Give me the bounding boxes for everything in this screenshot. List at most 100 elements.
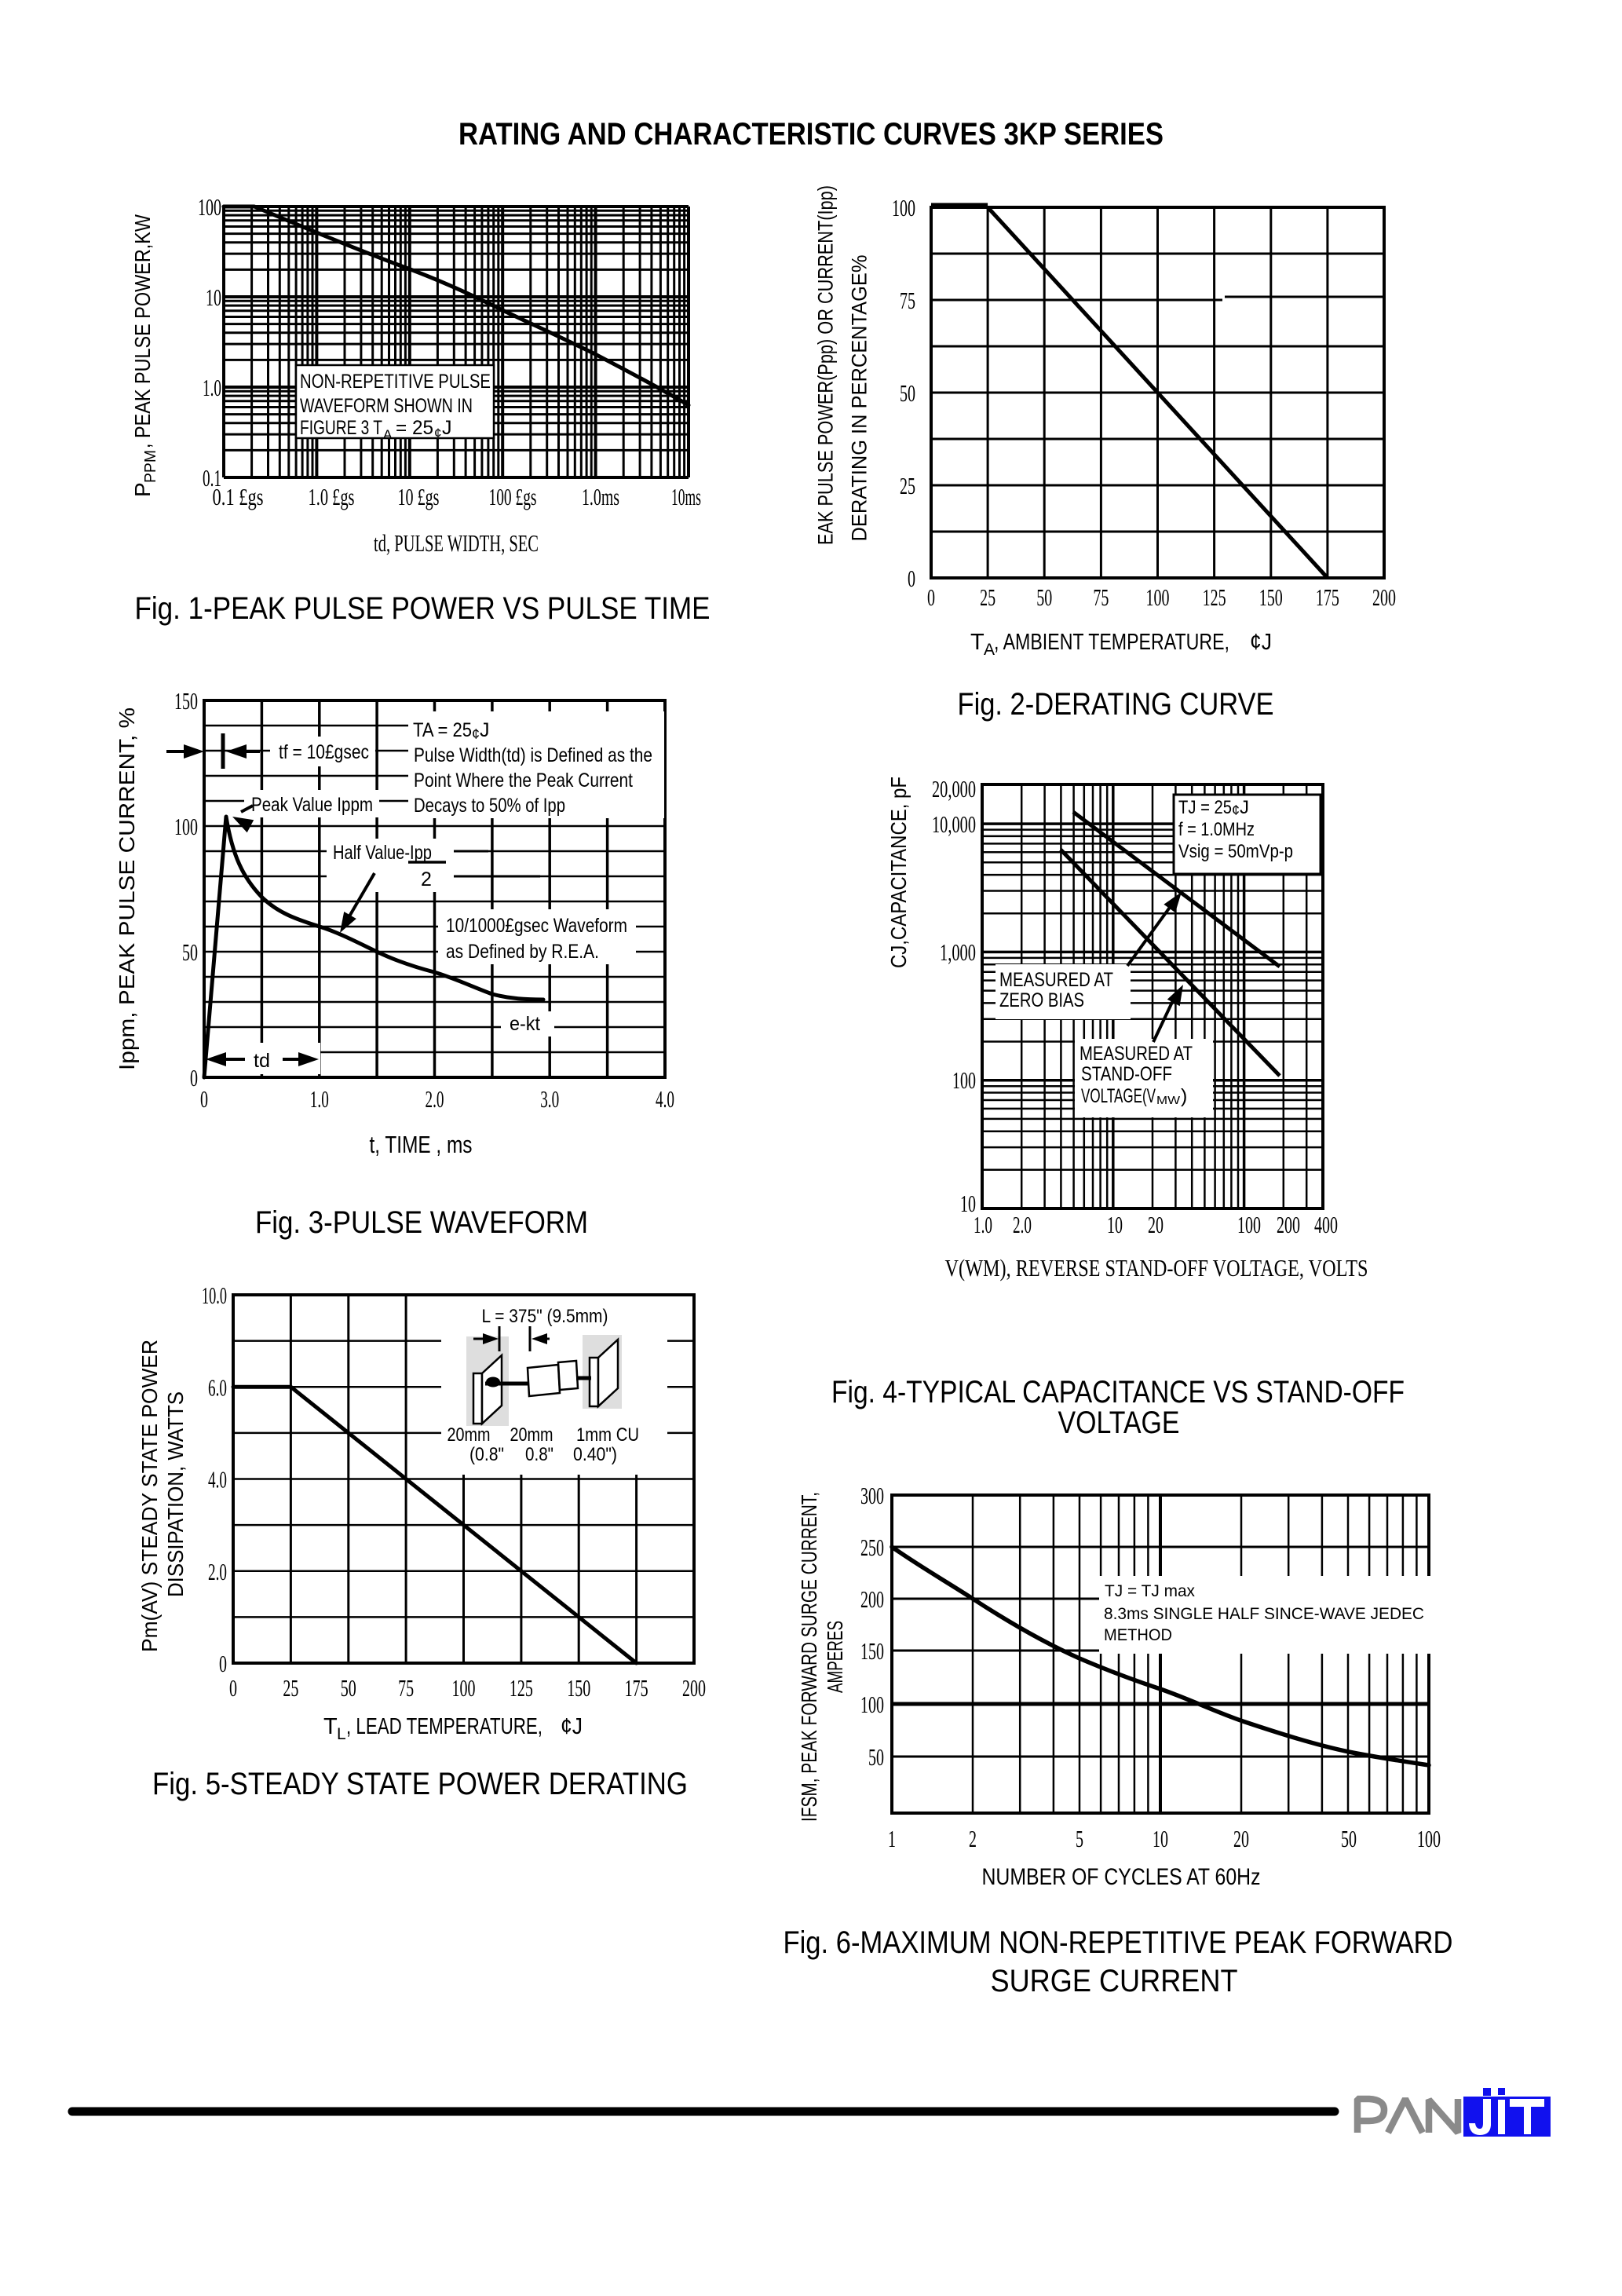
svg-text:50: 50 xyxy=(900,379,915,407)
svg-text:A: A xyxy=(984,641,995,659)
svg-text:Point Where the Peak Current: Point Where the Peak Current xyxy=(414,770,633,792)
svg-text:150: 150 xyxy=(567,1674,590,1702)
svg-text:J: J xyxy=(442,417,452,439)
svg-text:¢: ¢ xyxy=(1232,803,1240,818)
svg-text:300: 300 xyxy=(860,1482,884,1509)
svg-text:, LEAD TEMPERATURE,: , LEAD TEMPERATURE, xyxy=(346,1714,542,1739)
svg-text:200: 200 xyxy=(1277,1211,1300,1238)
svg-text:50: 50 xyxy=(182,938,198,966)
svg-text:4.0: 4.0 xyxy=(208,1466,227,1493)
svg-text:2.0: 2.0 xyxy=(1013,1211,1032,1238)
svg-text:1.0: 1.0 xyxy=(203,374,221,401)
svg-text:5: 5 xyxy=(1076,1825,1083,1852)
svg-text:0: 0 xyxy=(190,1064,198,1091)
svg-text:FIGURE 3 T: FIGURE 3 T xyxy=(300,417,382,439)
svg-text:Pm(AV) STEADY STATE POWER: Pm(AV) STEADY STATE POWER xyxy=(137,1340,162,1652)
svg-text:1: 1 xyxy=(888,1825,896,1852)
svg-text:75: 75 xyxy=(900,287,915,314)
svg-text:0.8": 0.8" xyxy=(525,1444,553,1465)
svg-text:10,000: 10,000 xyxy=(932,810,976,838)
svg-text:RATING AND CHARACTERISTIC CURV: RATING AND CHARACTERISTIC CURVES 3KP SER… xyxy=(458,117,1164,152)
svg-text:Peak Value Ippm: Peak Value Ippm xyxy=(251,794,373,816)
svg-text:Pulse Width(td) is Defined as: Pulse Width(td) is Defined as the xyxy=(414,744,652,766)
svg-text:A: A xyxy=(383,427,393,442)
svg-text:200: 200 xyxy=(860,1585,884,1613)
svg-text:¢: ¢ xyxy=(434,426,441,441)
svg-text:1mm CU: 1mm CU xyxy=(576,1424,639,1446)
svg-text:4.0: 4.0 xyxy=(656,1085,674,1113)
svg-text:SURGE CURRENT: SURGE CURRENT xyxy=(991,1964,1238,1998)
svg-text:50: 50 xyxy=(868,1743,884,1771)
svg-text:150: 150 xyxy=(174,687,198,715)
svg-text:100: 100 xyxy=(1417,1825,1441,1852)
svg-text:MEASURED AT: MEASURED AT xyxy=(1080,1043,1193,1065)
svg-text:): ) xyxy=(1181,1085,1187,1107)
svg-text:10: 10 xyxy=(1153,1825,1168,1852)
svg-text:1.0: 1.0 xyxy=(974,1211,992,1238)
svg-text:20: 20 xyxy=(1148,1211,1164,1238)
svg-text:6.0: 6.0 xyxy=(208,1373,227,1401)
svg-text:VOLTAGE(V: VOLTAGE(V xyxy=(1081,1085,1156,1107)
svg-text:250: 250 xyxy=(860,1534,884,1561)
svg-text:50: 50 xyxy=(1341,1825,1357,1852)
svg-text:25: 25 xyxy=(283,1674,298,1702)
svg-text:¢J: ¢J xyxy=(1250,630,1272,655)
svg-text:Fig. 5-STEADY STATE POWER DERA: Fig. 5-STEADY STATE POWER DERATING xyxy=(152,1767,688,1801)
svg-text:, PEAK PULSE POWER,KW: , PEAK PULSE POWER,KW xyxy=(130,214,155,448)
svg-text:50: 50 xyxy=(341,1674,356,1702)
svg-text:2: 2 xyxy=(421,868,432,890)
svg-text:1.0ms: 1.0ms xyxy=(582,483,619,510)
svg-text:= 25: = 25 xyxy=(396,417,433,439)
svg-text:Fig. 6-MAXIMUM NON-REPETITIVE: Fig. 6-MAXIMUM NON-REPETITIVE PEAK FORWA… xyxy=(784,1925,1453,1960)
svg-text:T: T xyxy=(970,630,985,655)
svg-text:150: 150 xyxy=(1259,583,1283,611)
svg-text:200: 200 xyxy=(1372,583,1396,611)
svg-text:TJ = TJ max: TJ = TJ max xyxy=(1105,1582,1195,1600)
svg-text:2: 2 xyxy=(969,1825,977,1852)
svg-text:10.0: 10.0 xyxy=(202,1281,227,1309)
svg-text:100: 100 xyxy=(198,193,221,221)
svg-text:V(WM), REVERSE STAND-OFF VOLTA: V(WM), REVERSE STAND-OFF VOLTAGE, VOLTS xyxy=(945,1254,1368,1281)
svg-text:10 £gs: 10 £gs xyxy=(398,483,440,510)
svg-text:10: 10 xyxy=(206,283,221,311)
svg-text:0: 0 xyxy=(229,1674,237,1702)
svg-text:25: 25 xyxy=(980,583,995,611)
svg-text:2.0: 2.0 xyxy=(208,1558,227,1585)
svg-text:td: td xyxy=(254,1050,270,1072)
svg-text:175: 175 xyxy=(1316,583,1339,611)
svg-text:75: 75 xyxy=(398,1674,414,1702)
svg-text:1.0: 1.0 xyxy=(310,1085,329,1113)
svg-text:Fig. 1-PEAK PULSE POWER VS PUL: Fig. 1-PEAK PULSE POWER VS PULSE TIME xyxy=(135,591,711,626)
svg-text:METHOD: METHOD xyxy=(1104,1626,1172,1644)
svg-text:20mm: 20mm xyxy=(448,1424,491,1446)
svg-text:L = 375" (9.5mm): L = 375" (9.5mm) xyxy=(482,1306,608,1327)
svg-text:Half Value-Ipp: Half Value-Ipp xyxy=(333,842,432,864)
svg-text:2.0: 2.0 xyxy=(426,1085,444,1113)
svg-text:3.0: 3.0 xyxy=(540,1085,559,1113)
svg-text:WAVEFORM SHOWN IN: WAVEFORM SHOWN IN xyxy=(300,395,473,417)
svg-text:20: 20 xyxy=(1233,1825,1249,1852)
svg-text:8.3ms SINGLE HALF SINCE-WAVE J: 8.3ms SINGLE HALF SINCE-WAVE JEDEC xyxy=(1104,1605,1424,1623)
svg-text:STAND-OFF: STAND-OFF xyxy=(1081,1063,1172,1085)
svg-text:ZERO BIAS: ZERO BIAS xyxy=(999,989,1084,1011)
svg-text:125: 125 xyxy=(510,1674,533,1702)
svg-text:Decays to 50% of Ipp: Decays to 50% of Ipp xyxy=(414,795,565,817)
svg-text:125: 125 xyxy=(1203,583,1226,611)
svg-text:NUMBER OF CYCLES AT 60Hz: NUMBER OF CYCLES AT 60Hz xyxy=(982,1864,1261,1890)
svg-text:DISSIPATION, WATTS: DISSIPATION, WATTS xyxy=(163,1391,188,1597)
svg-text:T: T xyxy=(323,1714,338,1739)
svg-text:1.0 £gs: 1.0 £gs xyxy=(309,483,355,510)
svg-text:Fig. 3-PULSE WAVEFORM: Fig. 3-PULSE WAVEFORM xyxy=(255,1205,588,1240)
svg-text:f = 1.0MHz: f = 1.0MHz xyxy=(1178,819,1255,840)
svg-text:10ms: 10ms xyxy=(671,483,701,510)
svg-text:20,000: 20,000 xyxy=(932,775,976,803)
svg-text:0: 0 xyxy=(219,1650,227,1677)
svg-text:L: L xyxy=(337,1725,346,1743)
svg-text:150: 150 xyxy=(860,1637,884,1665)
svg-text:0: 0 xyxy=(908,565,915,592)
svg-text:, AMBIENT TEMPERATURE,: , AMBIENT TEMPERATURE, xyxy=(994,630,1229,655)
svg-text:MW: MW xyxy=(1156,1094,1181,1107)
svg-text:IFSM, PEAK FORWARD SURGE CURRE: IFSM, PEAK FORWARD SURGE CURRENT, xyxy=(797,1492,821,1822)
svg-text:0.1 £gs: 0.1 £gs xyxy=(213,483,264,510)
svg-text:10: 10 xyxy=(1107,1211,1123,1238)
